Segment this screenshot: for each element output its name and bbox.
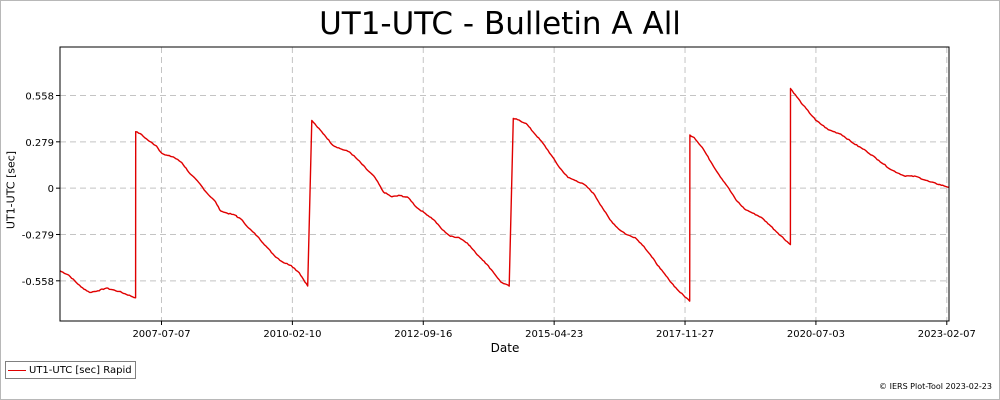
y-tick-label: -0.558 — [22, 277, 54, 288]
credit-text: © IERS Plot-Tool 2023-02-23 — [879, 382, 992, 391]
axes — [59, 46, 950, 322]
plot-area-border — [59, 46, 950, 322]
legend: UT1-UTC [sec] Rapid — [5, 361, 136, 379]
chart-title: UT1-UTC - Bulletin A All — [319, 6, 681, 42]
x-tick-label: 2007-07-07 — [132, 329, 190, 340]
x-tick-label: 2012-09-16 — [394, 329, 452, 340]
x-axis-label: Date — [490, 341, 520, 355]
x-tick-label: 2023-02-07 — [918, 329, 976, 340]
series-group — [59, 87, 950, 302]
y-tick-label: 0 — [48, 184, 54, 195]
x-tick-label: 2015-04-23 — [525, 329, 583, 340]
x-tick-label: 2020-07-03 — [787, 329, 845, 340]
y-tick-label: -0.279 — [22, 230, 54, 241]
y-axis-label: UT1-UTC [sec] — [4, 150, 18, 230]
legend-label: UT1-UTC [sec] Rapid — [29, 364, 132, 376]
x-tick-label: 2010-02-10 — [263, 329, 321, 340]
x-tick-label: 2017-11-27 — [656, 329, 714, 340]
ticks: 0.558 0.279 0 -0.279 -0.558 2007-07-07 2010-02… — [22, 91, 976, 340]
y-tick-label: 0.279 — [25, 138, 54, 149]
legend-swatch — [8, 369, 26, 371]
series-line — [59, 87, 950, 302]
grid — [60, 47, 949, 321]
y-tick-label: 0.558 — [25, 91, 54, 102]
